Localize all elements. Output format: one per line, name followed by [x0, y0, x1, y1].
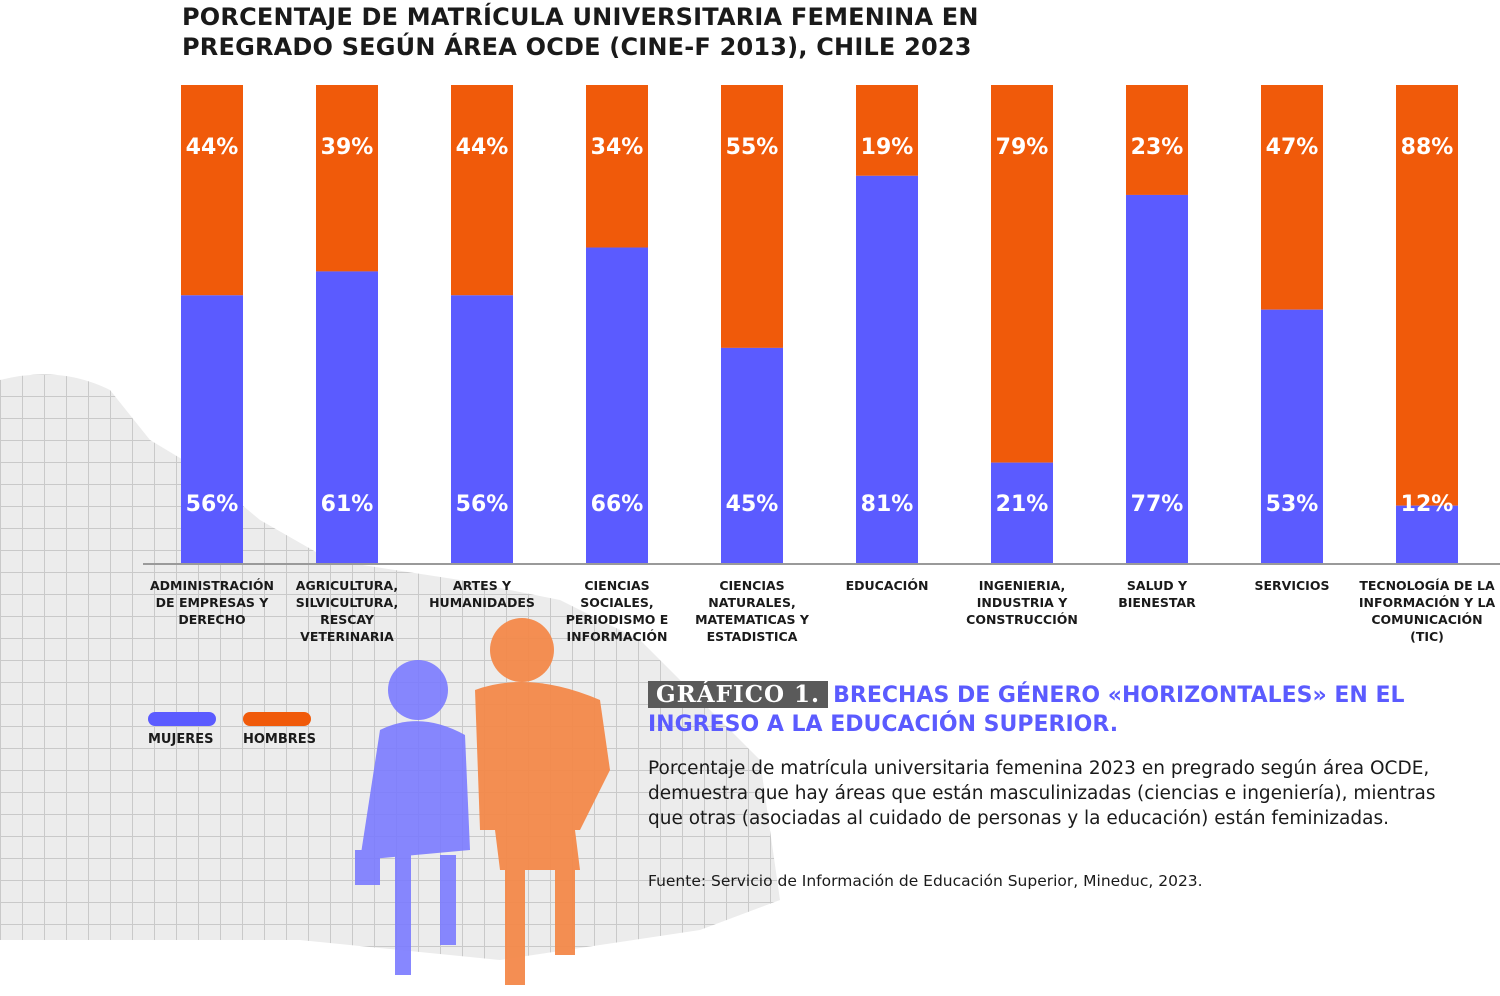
data-label-hombres: 34%: [591, 135, 644, 160]
bar-hombres: [316, 85, 378, 272]
bar-hombres: [721, 85, 783, 348]
legend-swatch-mujeres: [148, 712, 216, 726]
x-tick-label: INGENIERIA, INDUSTRIA Y CONSTRUCCIÓN: [966, 578, 1078, 627]
data-label-mujeres: 66%: [591, 492, 644, 517]
caption-description: Porcentaje de matrícula universitaria fe…: [648, 758, 1436, 829]
bar-hombres: [1396, 85, 1458, 506]
boy-figure: [475, 618, 610, 985]
data-label-mujeres: 12%: [1401, 492, 1454, 517]
caption-heading: GRÁFICO 1. BRECHAS DE GÉNERO «HORIZONTAL…: [648, 681, 1468, 739]
x-tick-label: SERVICIOS: [1254, 578, 1330, 593]
data-label-hombres: 47%: [1266, 135, 1319, 160]
x-tick-label: TECNOLOGÍA DE LA INFORMACIÓN Y LA COMUNI…: [1358, 578, 1496, 644]
x-tick-label: CIENCIAS NATURALES, MATEMATICAS Y ESTADI…: [695, 578, 809, 644]
data-label-hombres: 55%: [726, 135, 779, 160]
bar-mujeres: [586, 247, 648, 563]
data-label-mujeres: 21%: [996, 492, 1049, 517]
data-label-hombres: 79%: [996, 135, 1049, 160]
bar-hombres: [991, 85, 1053, 463]
caption-subtitle: BRECHAS DE GÉNERO «HORIZONTALES» EN EL I…: [648, 683, 1405, 737]
data-label-mujeres: 45%: [726, 492, 779, 517]
legend-swatch-hombres: [243, 712, 311, 726]
bar-mujeres: [856, 175, 918, 563]
data-label-hombres: 39%: [321, 135, 374, 160]
bar-mujeres: [991, 462, 1053, 563]
x-tick-label: EDUCACIÓN: [845, 578, 929, 593]
legend-label-hombres: HOMBRES: [243, 732, 317, 747]
bar-mujeres: [721, 347, 783, 563]
data-label-mujeres: 53%: [1266, 492, 1319, 517]
data-label-hombres: 23%: [1131, 135, 1184, 160]
bar-hombres: [856, 85, 918, 176]
data-label-mujeres: 77%: [1131, 492, 1184, 517]
x-tick-label: ADMINISTRACIÓN DE EMPRESAS Y DERECHO: [150, 578, 274, 627]
data-label-hombres: 44%: [186, 135, 239, 160]
legend-item-mujeres: MUJERES: [148, 712, 216, 747]
bar-hombres: [586, 85, 648, 248]
x-tick-label: AGRICULTURA, SILVICULTURA, RESCAY VETERI…: [295, 578, 399, 644]
legend-item-hombres: HOMBRES: [243, 712, 316, 747]
bar-hombres: [181, 85, 243, 296]
x-tick-label: CIENCIAS SOCIALES, PERIODISMO E INFORMAC…: [565, 578, 669, 644]
caption-tag: GRÁFICO 1.: [648, 681, 829, 708]
legend-label-mujeres: MUJERES: [148, 732, 214, 747]
data-label-mujeres: 56%: [186, 492, 239, 517]
x-tick-label: SALUD Y BIENESTAR: [1118, 578, 1196, 610]
data-label-mujeres: 56%: [456, 492, 509, 517]
girl-figure: [355, 660, 470, 975]
bar-mujeres: [1126, 194, 1188, 563]
x-tick-label: ARTES Y HUMANIDADES: [429, 578, 535, 610]
bar-hombres: [451, 85, 513, 296]
bar-mujeres: [1261, 309, 1323, 563]
bar-hombres: [1261, 85, 1323, 310]
bar-mujeres: [451, 295, 513, 563]
data-label-mujeres: 81%: [861, 492, 914, 517]
bar-mujeres: [316, 271, 378, 563]
data-label-hombres: 44%: [456, 135, 509, 160]
data-label-mujeres: 61%: [321, 492, 374, 517]
caption-source: Fuente: Servicio de Información de Educa…: [648, 872, 1203, 890]
bar-mujeres: [1396, 505, 1458, 563]
bar-hombres: [1126, 85, 1188, 195]
chart-title: PORCENTAJE DE MATRÍCULA UNIVERSITARIA FE…: [182, 3, 979, 61]
bar-mujeres: [181, 295, 243, 563]
data-label-hombres: 88%: [1401, 135, 1454, 160]
data-label-hombres: 19%: [861, 135, 914, 160]
